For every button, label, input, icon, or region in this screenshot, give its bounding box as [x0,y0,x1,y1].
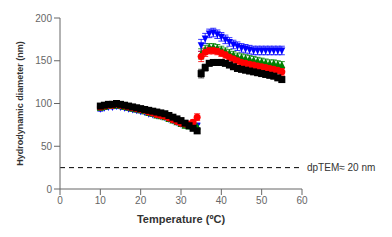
svg-text:40: 40 [216,195,228,206]
svg-text:50: 50 [41,141,53,152]
svg-text:0: 0 [57,195,63,206]
svg-text:150: 150 [35,55,52,66]
svg-text:0: 0 [46,184,52,195]
svg-text:10: 10 [95,195,107,206]
svg-text:50: 50 [256,195,268,206]
svg-text:Temperature (ºC): Temperature (ºC) [137,213,225,225]
svg-text:200: 200 [35,13,52,24]
svg-text:dpTEM≈ 20 nm: dpTEM≈ 20 nm [307,162,375,173]
svg-text:Hydrodynamic diameter (nm): Hydrodynamic diameter (nm) [15,41,25,166]
svg-text:30: 30 [175,195,187,206]
svg-text:100: 100 [35,98,52,109]
svg-text:20: 20 [135,195,147,206]
svg-text:60: 60 [296,195,308,206]
